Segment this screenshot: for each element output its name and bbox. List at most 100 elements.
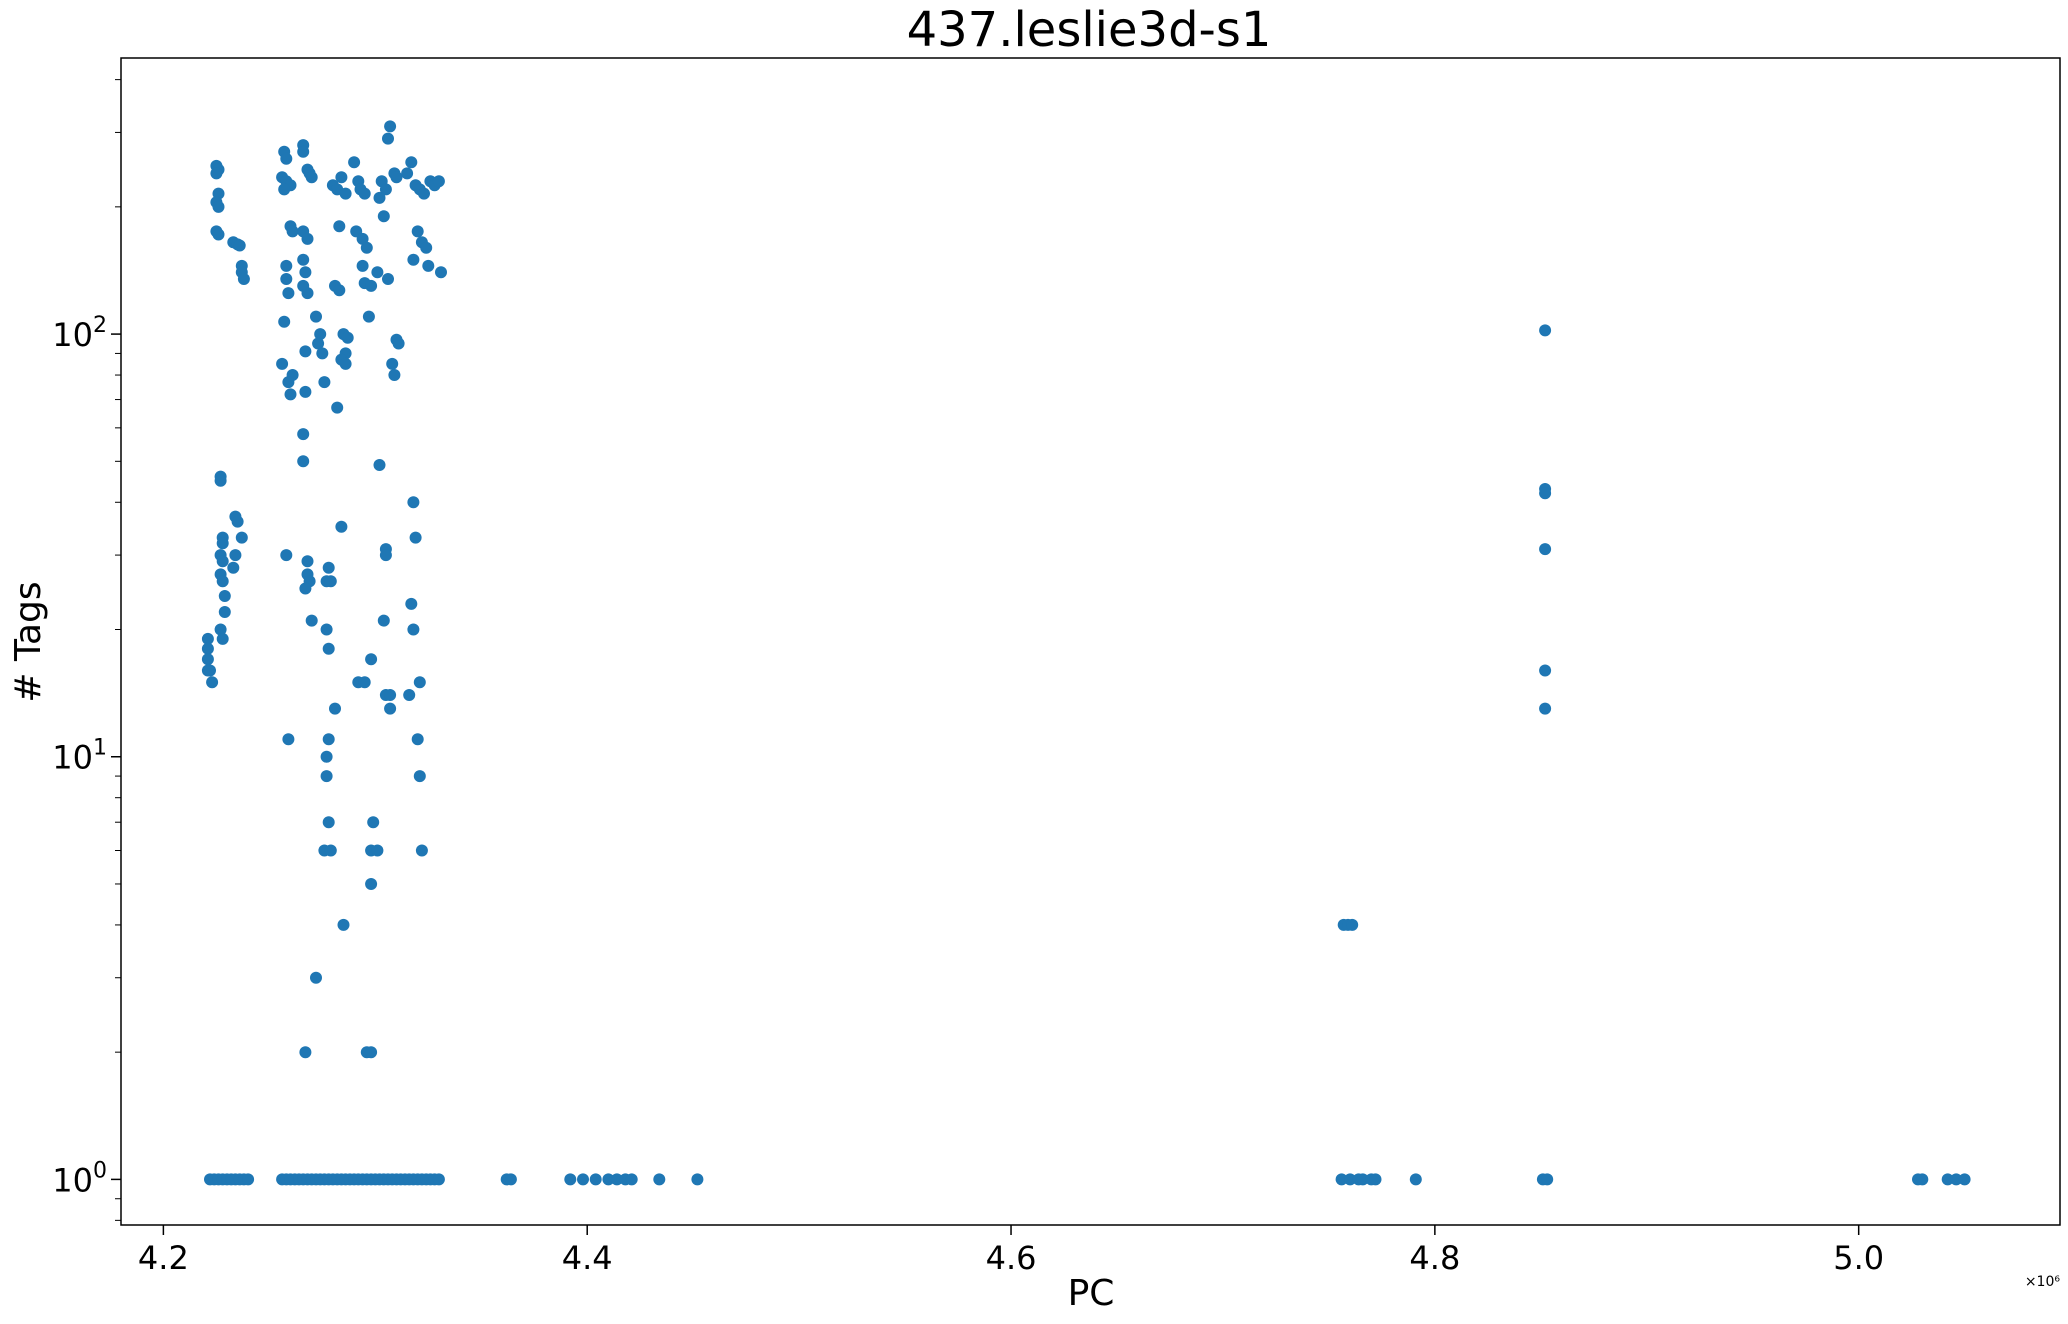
data-point xyxy=(218,590,231,602)
data-point xyxy=(216,632,229,645)
data-point xyxy=(212,200,225,213)
data-point xyxy=(388,369,401,381)
data-point xyxy=(282,376,295,389)
data-point xyxy=(371,266,384,279)
data-point xyxy=(390,171,403,184)
data-point xyxy=(384,120,397,133)
data-point xyxy=(432,1173,445,1186)
data-point xyxy=(358,676,371,689)
data-point xyxy=(335,171,348,184)
data-point xyxy=(316,347,329,360)
data-point xyxy=(1335,1173,1348,1186)
data-point xyxy=(322,561,335,574)
data-point xyxy=(348,156,361,169)
data-point xyxy=(1539,664,1552,677)
data-point xyxy=(602,1173,615,1186)
data-point xyxy=(299,1046,312,1059)
data-point xyxy=(201,653,214,666)
data-point xyxy=(299,385,312,398)
data-point xyxy=(206,676,219,689)
data-point xyxy=(324,844,337,857)
data-point xyxy=(339,187,352,200)
data-point xyxy=(237,273,250,285)
data-point xyxy=(413,676,426,689)
data-point xyxy=(407,623,420,636)
data-point xyxy=(227,561,240,574)
data-point xyxy=(403,689,416,701)
data-point xyxy=(373,459,386,471)
data-point xyxy=(212,228,225,241)
data-point xyxy=(610,1173,623,1186)
data-point xyxy=(360,241,373,254)
data-point xyxy=(407,496,420,509)
data-point xyxy=(382,132,394,145)
axis-ticks: 4.2 4.4 4.6 4.8 5.0 100 101 102 xyxy=(52,79,1884,1277)
data-point xyxy=(301,232,314,245)
plot-area-frame xyxy=(120,57,2061,1226)
data-point xyxy=(314,328,327,341)
y-tick-label: 100 xyxy=(52,1158,107,1199)
data-point xyxy=(653,1173,666,1186)
data-point xyxy=(305,171,318,184)
data-point xyxy=(691,1173,704,1186)
data-point xyxy=(386,357,399,370)
data-point xyxy=(1346,918,1359,931)
data-point xyxy=(216,537,229,550)
data-point xyxy=(301,287,314,300)
data-point xyxy=(418,187,430,200)
y-tick-label: 102 xyxy=(52,313,107,354)
data-point xyxy=(341,331,354,344)
data-point xyxy=(214,623,227,636)
chart-title: 437.leslie3d-s1 xyxy=(907,2,1272,58)
x-axis-label: PC xyxy=(1068,1273,1115,1314)
data-point xyxy=(371,844,384,857)
data-point xyxy=(413,770,426,783)
data-point xyxy=(407,253,420,266)
data-point xyxy=(379,549,392,562)
x-axis-offset-label: ×10⁶ xyxy=(2025,1274,2061,1290)
data-point xyxy=(365,653,378,666)
data-point xyxy=(305,614,318,627)
data-point xyxy=(335,520,348,533)
data-point xyxy=(201,642,214,655)
data-point xyxy=(278,183,291,196)
data-point xyxy=(280,549,293,562)
data-point xyxy=(577,1173,589,1186)
data-point xyxy=(297,455,310,468)
data-point xyxy=(282,287,295,300)
data-point xyxy=(377,210,390,223)
data-point xyxy=(299,345,312,358)
data-point xyxy=(280,273,293,285)
data-point xyxy=(278,315,291,328)
data-point xyxy=(415,844,428,857)
data-point xyxy=(362,310,375,323)
data-point xyxy=(282,733,295,746)
data-point xyxy=(1539,702,1552,715)
data-point xyxy=(356,232,369,245)
data-point xyxy=(1958,1173,1971,1186)
x-tick-label: 4.4 xyxy=(562,1239,613,1277)
data-point xyxy=(420,241,433,254)
data-point xyxy=(401,167,414,180)
data-point xyxy=(286,225,299,238)
data-point xyxy=(1941,1173,1954,1186)
data-point xyxy=(218,606,231,618)
data-point xyxy=(297,428,310,441)
data-point xyxy=(331,401,344,414)
x-tick-label: 4.8 xyxy=(1409,1239,1460,1277)
data-point xyxy=(382,273,394,285)
data-point xyxy=(339,357,352,370)
data-point xyxy=(235,531,248,544)
data-point xyxy=(329,702,341,715)
data-point xyxy=(564,1173,577,1186)
data-point xyxy=(276,357,289,370)
data-point xyxy=(242,1173,255,1186)
data-point xyxy=(216,555,229,568)
data-point xyxy=(324,575,337,588)
data-point xyxy=(1539,487,1552,500)
x-tick-label: 4.6 xyxy=(986,1239,1037,1277)
data-point xyxy=(1539,543,1552,556)
data-point xyxy=(320,770,333,783)
data-point xyxy=(422,259,435,272)
